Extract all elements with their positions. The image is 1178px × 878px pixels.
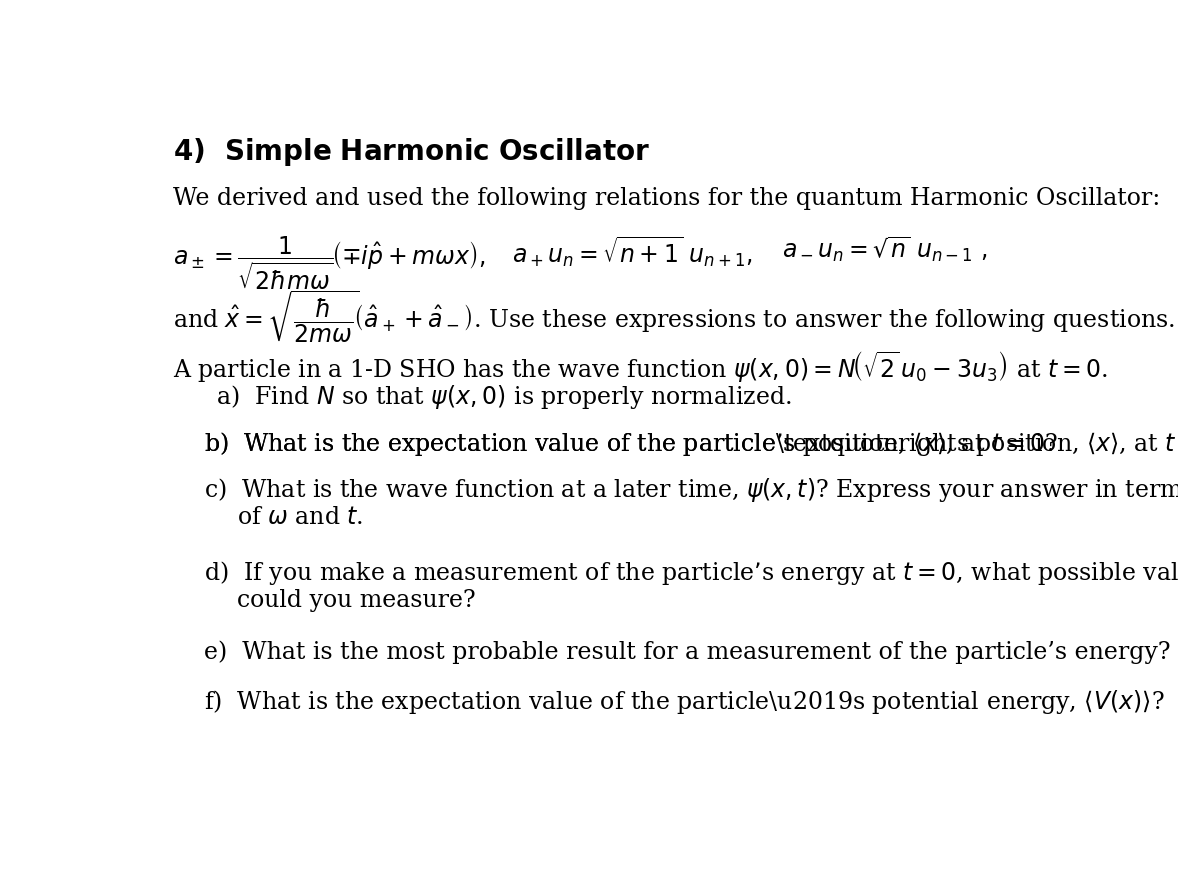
Text: We derived and used the following relations for the quantum Harmonic Oscillator:: We derived and used the following relati…: [173, 186, 1160, 210]
Text: A particle in a 1-D SHO has the wave function $\psi(x,0) = N\!\left(\sqrt{2}\,u_: A particle in a 1-D SHO has the wave fun…: [173, 349, 1107, 384]
Text: and $\hat{x} = \sqrt{\dfrac{\hbar}{2m\omega}}\!\left(\hat{a}_+ + \hat{a}_-\right: and $\hat{x} = \sqrt{\dfrac{\hbar}{2m\om…: [173, 288, 1174, 345]
Text: $a_+ u_n = \sqrt{n+1}\ u_{n+1},$: $a_+ u_n = \sqrt{n+1}\ u_{n+1},$: [512, 234, 754, 269]
Text: a)  Find $N$ so that $\psi(x,0)$ is properly normalized.: a) Find $N$ so that $\psi(x,0)$ is prope…: [216, 383, 792, 411]
Text: e)  What is the most probable result for a measurement of the particle’s energy?: e) What is the most probable result for …: [204, 639, 1171, 663]
Text: b)  What is the expectation value of the particle\textquoterights position, $\la: b) What is the expectation value of the …: [204, 430, 1178, 457]
Text: f)  What is the expectation value of the particle\u2019s potential energy, $\lan: f) What is the expectation value of the …: [204, 687, 1164, 715]
Text: $\mathbf{4)}$  $\mathbf{Simple\ Harmonic\ Oscillator}$: $\mathbf{4)}$ $\mathbf{Simple\ Harmonic\…: [173, 136, 650, 168]
Text: c)  What is the wave function at a later time, $\psi(x,t)$? Express your answer : c) What is the wave function at a later …: [204, 476, 1178, 504]
Text: b)  What is the expectation value of the particle’s position, $\langle x\rangle$: b) What is the expectation value of the …: [204, 430, 1058, 457]
Text: $a_- u_n = \sqrt{n}\ u_{n-1}\ ,$: $a_- u_n = \sqrt{n}\ u_{n-1}\ ,$: [782, 234, 988, 263]
Text: d)  If you make a measurement of the particle’s energy at $t = 0$, what possible: d) If you make a measurement of the part…: [204, 558, 1178, 587]
Text: could you measure?: could you measure?: [237, 589, 476, 612]
Text: $a_\pm = \dfrac{1}{\sqrt{2\hbar m\omega}}\!\left(\mp i\hat{p} + m\omega x\right): $a_\pm = \dfrac{1}{\sqrt{2\hbar m\omega}…: [173, 234, 485, 291]
Text: of $\omega$ and $t$.: of $\omega$ and $t$.: [237, 506, 363, 529]
